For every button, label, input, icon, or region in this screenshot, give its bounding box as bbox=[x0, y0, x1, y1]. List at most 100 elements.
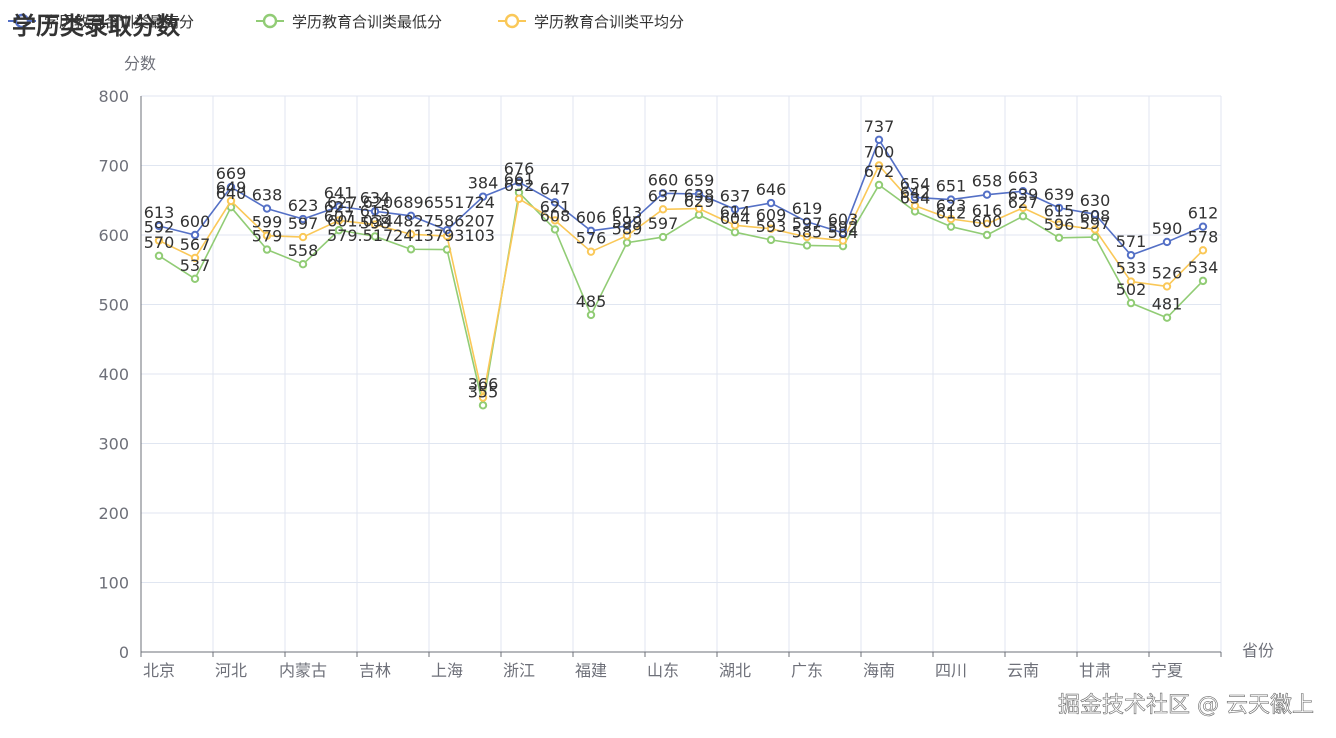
series-line-2 bbox=[158, 164, 1204, 399]
data-point[interactable] bbox=[946, 222, 956, 231]
data-point[interactable] bbox=[298, 232, 308, 242]
data-point[interactable] bbox=[190, 274, 200, 283]
y-tick-label: 700 bbox=[98, 157, 129, 176]
data-point[interactable] bbox=[910, 193, 920, 202]
data-point[interactable] bbox=[874, 135, 884, 144]
data-point[interactable] bbox=[766, 224, 776, 233]
data-point[interactable] bbox=[1090, 209, 1100, 219]
data-point[interactable] bbox=[1054, 203, 1064, 213]
data-point[interactable] bbox=[694, 204, 704, 213]
data-point[interactable] bbox=[1198, 222, 1208, 231]
data-point[interactable] bbox=[262, 204, 272, 213]
data-point[interactable] bbox=[1018, 187, 1028, 196]
data-point[interactable] bbox=[694, 189, 704, 199]
data-point[interactable] bbox=[514, 194, 524, 204]
data-point[interactable] bbox=[370, 232, 380, 241]
data-point[interactable] bbox=[262, 231, 272, 240]
data-point[interactable] bbox=[982, 190, 992, 199]
legend-item-0[interactable]: 学历教育合训类最高分 bbox=[8, 13, 194, 31]
data-point[interactable] bbox=[622, 238, 632, 247]
data-label: 672 bbox=[864, 162, 895, 181]
data-point[interactable] bbox=[190, 230, 200, 240]
data-point[interactable] bbox=[946, 195, 956, 204]
data-point[interactable] bbox=[946, 214, 956, 224]
data-point[interactable] bbox=[1018, 212, 1028, 221]
data-point[interactable] bbox=[550, 216, 560, 225]
data-point[interactable] bbox=[154, 236, 164, 245]
legend-item-1[interactable]: 学历教育合训类最低分 bbox=[256, 13, 442, 31]
data-point[interactable] bbox=[622, 231, 632, 240]
data-point[interactable] bbox=[334, 225, 344, 235]
data-point[interactable] bbox=[370, 220, 380, 229]
data-point[interactable] bbox=[226, 182, 236, 192]
data-point[interactable] bbox=[298, 259, 308, 269]
data-point[interactable] bbox=[478, 401, 488, 410]
data-point[interactable] bbox=[154, 251, 164, 261]
data-point[interactable] bbox=[1198, 246, 1208, 255]
data-point[interactable] bbox=[658, 232, 668, 242]
data-label: 646 bbox=[756, 180, 787, 199]
data-point[interactable] bbox=[1162, 237, 1172, 247]
data-label: 567 bbox=[180, 235, 211, 254]
data-point[interactable] bbox=[1198, 276, 1208, 286]
data-point[interactable] bbox=[838, 228, 848, 238]
watermark: 掘金技术社区 @ 云天徽上 bbox=[1058, 693, 1314, 718]
data-point[interactable] bbox=[730, 221, 740, 230]
data-point[interactable] bbox=[406, 211, 416, 221]
data-point[interactable] bbox=[802, 217, 812, 226]
data-point[interactable] bbox=[730, 228, 740, 237]
data-point[interactable] bbox=[838, 236, 848, 245]
data-label: 502 bbox=[1116, 280, 1147, 299]
data-point[interactable] bbox=[442, 226, 452, 235]
data-point[interactable] bbox=[586, 247, 596, 256]
data-point[interactable] bbox=[730, 205, 740, 214]
legend-marker bbox=[504, 13, 520, 29]
legend[interactable]: 学历教育合训类最高分 学历教育合训类最低分 学历教育合训类平均分 bbox=[8, 13, 684, 31]
legend-item-2[interactable]: 学历教育合训类平均分 bbox=[498, 13, 684, 31]
data-label: 599 bbox=[252, 213, 283, 232]
data-point[interactable] bbox=[1090, 232, 1100, 242]
data-point[interactable] bbox=[334, 216, 344, 225]
data-point[interactable] bbox=[478, 393, 488, 402]
data-point[interactable] bbox=[550, 198, 560, 207]
data-point[interactable] bbox=[154, 221, 164, 231]
data-point[interactable] bbox=[982, 219, 992, 229]
data-point[interactable] bbox=[550, 225, 560, 234]
data-point[interactable] bbox=[658, 205, 668, 214]
data-point[interactable] bbox=[370, 207, 380, 216]
data-label: 526 bbox=[1152, 263, 1183, 282]
data-point[interactable] bbox=[1126, 250, 1136, 260]
data-point[interactable] bbox=[802, 241, 812, 250]
data-point[interactable] bbox=[190, 253, 200, 263]
data-point[interactable] bbox=[1054, 233, 1064, 242]
data-point[interactable] bbox=[406, 245, 416, 254]
data-point[interactable] bbox=[334, 202, 344, 211]
data-point[interactable] bbox=[1126, 277, 1136, 286]
data-point[interactable] bbox=[622, 221, 632, 231]
data-point[interactable] bbox=[766, 235, 776, 245]
data-point[interactable] bbox=[226, 196, 236, 206]
data-label: 663 bbox=[1008, 168, 1039, 187]
data-point[interactable] bbox=[1090, 225, 1100, 234]
data-point[interactable] bbox=[910, 201, 920, 211]
data-point[interactable] bbox=[586, 310, 596, 320]
data-point[interactable] bbox=[514, 177, 524, 187]
data-point[interactable] bbox=[1126, 298, 1136, 308]
data-point[interactable] bbox=[1018, 203, 1028, 213]
data-point[interactable] bbox=[982, 230, 992, 240]
data-label: 608 bbox=[540, 206, 571, 225]
data-point[interactable] bbox=[406, 230, 416, 239]
data-point[interactable] bbox=[298, 214, 308, 224]
data-point[interactable] bbox=[262, 245, 272, 254]
data-point[interactable] bbox=[1162, 313, 1172, 322]
data-label: 614 bbox=[720, 202, 751, 221]
data-point[interactable] bbox=[1054, 220, 1064, 229]
data-point[interactable] bbox=[874, 161, 884, 170]
data-point[interactable] bbox=[586, 226, 596, 236]
data-point[interactable] bbox=[874, 180, 884, 190]
data-point[interactable] bbox=[802, 232, 812, 242]
data-point[interactable] bbox=[1162, 282, 1172, 291]
data-point[interactable] bbox=[766, 198, 776, 208]
data-point[interactable] bbox=[478, 192, 488, 201]
data-point[interactable] bbox=[658, 189, 668, 198]
